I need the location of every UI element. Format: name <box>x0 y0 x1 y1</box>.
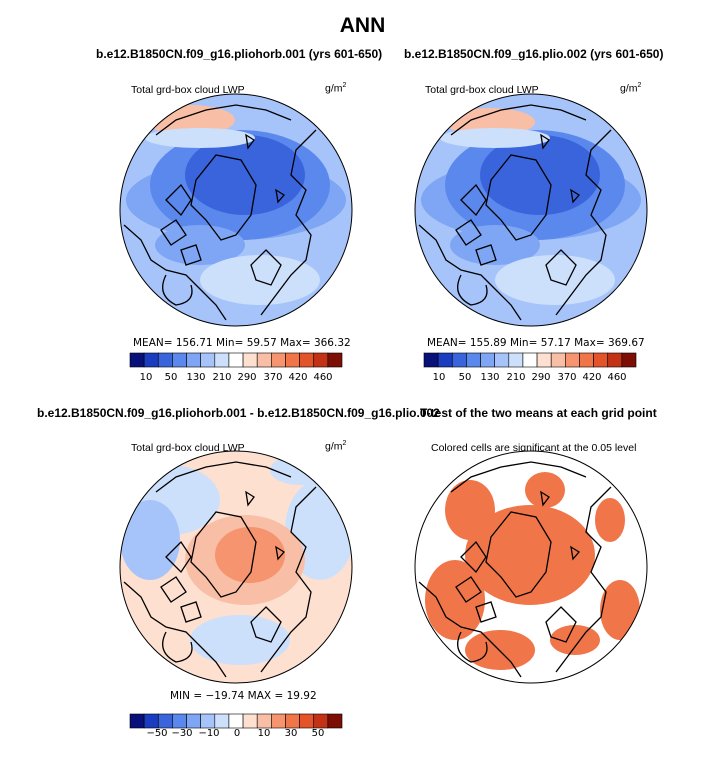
colorbar-abs-2-swatch <box>579 352 594 368</box>
colorbar-abs-2 <box>423 352 637 368</box>
colorbar-abs-1-swatch <box>271 352 286 368</box>
colorbar-abs-1-swatch <box>313 352 329 368</box>
colorbar-abs-2-swatch <box>607 352 623 368</box>
colorbar-abs-1-swatch <box>172 352 187 368</box>
colorbar-diff-swatch <box>271 713 286 729</box>
colorbar-abs-2-swatch <box>550 352 566 368</box>
map-panel-4 <box>415 451 647 683</box>
colorbar-abs-2-swatch <box>480 352 495 368</box>
page-title: ANN <box>339 14 386 37</box>
colorbar-diff <box>129 713 343 729</box>
colorbar-diff-swatch <box>186 713 201 729</box>
panel-2-stats: MEAN= 155.89 Min= 57.17 Max= 369.67 <box>427 337 645 349</box>
map-panel-3-border <box>119 450 353 684</box>
colorbar-diff-swatch <box>285 713 300 729</box>
colorbar-diff-swatch <box>200 713 216 729</box>
colorbar-diff-swatch <box>256 713 272 729</box>
colorbar-diff-swatch <box>242 713 258 729</box>
panel-3-stats: MIN = −19.74 MAX = 19.92 <box>170 690 317 702</box>
colorbar-abs-2-swatch <box>437 352 453 368</box>
colorbar-abs-1-swatch <box>157 352 173 368</box>
colorbar-abs-1-swatch <box>285 352 300 368</box>
panel-1-title: b.e12.B1850CN.f09_g16.pliohorb.001 (yrs … <box>96 47 383 61</box>
colorbar-abs-2-swatch <box>494 352 510 368</box>
colorbar-diff-swatch <box>299 713 315 729</box>
colorbar-diff-swatch <box>129 713 145 729</box>
colorbar-abs-1-swatch <box>242 352 258 368</box>
panel-1-units: g/m2 <box>325 82 347 95</box>
colorbar-abs-1-swatch <box>129 352 145 368</box>
colorbar-diff-swatch <box>313 713 329 729</box>
colorbar-abs-2-swatch <box>621 352 637 368</box>
colorbar-diff-swatch <box>228 713 244 729</box>
colorbar-abs-2-swatch <box>451 352 467 368</box>
map-panel-4-border <box>414 450 648 684</box>
panel-3-variable: Total grd-box cloud LWP <box>131 442 245 454</box>
colorbar-abs-1-swatch <box>143 352 159 368</box>
colorbar-abs-2-swatch <box>522 352 538 368</box>
colorbar-abs-2-swatch <box>536 352 552 368</box>
panel-3-title: b.e12.B1850CN.f09_g16.pliohorb.001 - b.e… <box>37 406 440 420</box>
colorbar-abs-1-swatch <box>299 352 315 368</box>
colorbar-abs-2-swatch <box>466 352 481 368</box>
colorbar-abs-1 <box>129 352 343 368</box>
panel-2-title: b.e12.B1850CN.f09_g16.plio.002 (yrs 601-… <box>404 47 664 61</box>
colorbar-abs-2-swatch <box>565 352 580 368</box>
colorbar-abs-1-swatch <box>214 352 230 368</box>
map-panel-2-border <box>414 93 648 327</box>
colorbar-diff-swatch <box>172 713 187 729</box>
colorbar-abs-2-swatch <box>593 352 609 368</box>
colorbar-diff-swatch <box>143 713 159 729</box>
colorbar-abs-2-swatch <box>508 352 524 368</box>
map-panel-2 <box>415 94 647 326</box>
colorbar-abs-1-swatch <box>228 352 244 368</box>
panel-2-variable: Total grd-box cloud LWP <box>425 84 539 96</box>
colorbar-abs-1-swatch <box>256 352 272 368</box>
colorbar-diff-swatch <box>157 713 173 729</box>
colorbar-abs-1-swatch <box>327 352 343 368</box>
panel-3-units: g/m2 <box>325 440 347 453</box>
colorbar-abs-2-swatch <box>423 352 439 368</box>
map-panel-1-border <box>119 93 353 327</box>
panel-2-units: g/m2 <box>620 82 642 95</box>
panel-4-note: Colored cells are significant at the 0.0… <box>431 442 637 454</box>
colorbar-diff-swatch <box>327 713 343 729</box>
panel-1-variable: Total grd-box cloud LWP <box>131 84 245 96</box>
colorbar-diff-swatch <box>214 713 230 729</box>
colorbar-abs-1-swatch <box>200 352 216 368</box>
panel-1-stats: MEAN= 156.71 Min= 59.57 Max= 366.32 <box>133 337 351 349</box>
panel-4-title: T-test of the two means at each grid poi… <box>420 406 657 420</box>
map-panel-1 <box>120 94 352 326</box>
map-panel-3 <box>120 451 352 683</box>
colorbar-abs-1-swatch <box>186 352 201 368</box>
